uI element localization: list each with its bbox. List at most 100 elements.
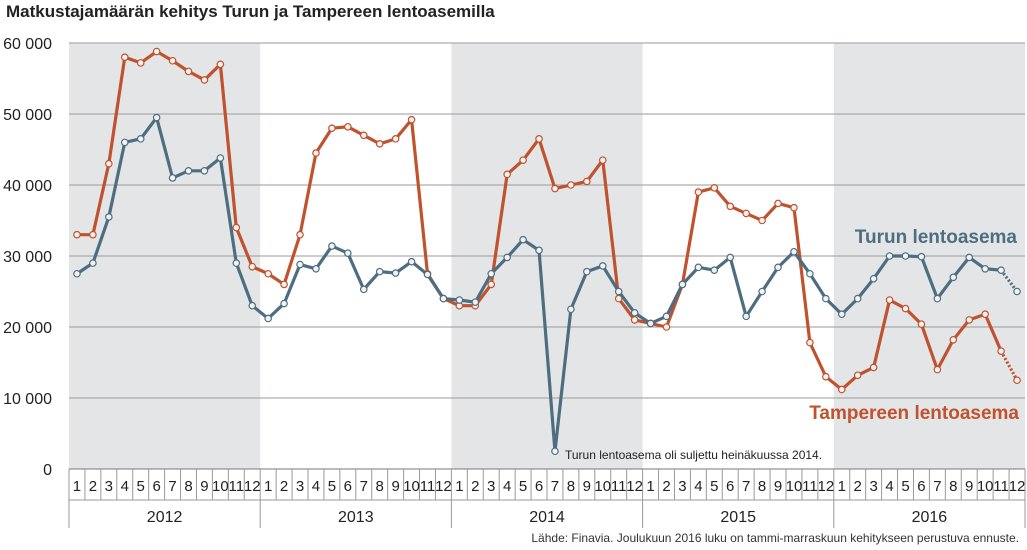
point-turku — [487, 269, 496, 278]
month-label: 8 — [567, 478, 575, 495]
point-tampere — [168, 56, 177, 65]
point-turku — [917, 252, 926, 261]
month-label: 8 — [184, 478, 192, 495]
point-turku — [790, 247, 798, 256]
month-label: 5 — [137, 478, 145, 495]
month-label: 8 — [758, 478, 766, 495]
month-label: 1 — [264, 478, 272, 495]
point-tampere — [136, 59, 145, 67]
point-turku — [328, 242, 336, 250]
month-label: 12 — [817, 478, 834, 495]
point-tampere — [822, 372, 830, 381]
point-tampere — [264, 269, 272, 278]
month-label: 5 — [901, 478, 909, 495]
point-turku — [296, 260, 304, 269]
point-turku — [822, 294, 830, 303]
point-tampere — [105, 159, 113, 168]
point-tampere — [853, 371, 862, 380]
point-turku — [184, 167, 193, 175]
month-label: 10 — [403, 478, 420, 495]
year-label-2012: 2012 — [147, 509, 183, 526]
point-turku — [551, 447, 559, 456]
point-turku — [981, 264, 989, 273]
month-label: 9 — [200, 478, 208, 495]
month-label: 7 — [168, 478, 176, 495]
point-tampere — [296, 230, 304, 239]
y-axis: 0 10 000 20 000 30 000 40 000 50 000 60 000 — [3, 36, 52, 479]
month-label: 11 — [993, 478, 1009, 495]
point-turku — [614, 287, 623, 296]
point-tampere — [662, 323, 671, 331]
point-turku — [471, 298, 480, 306]
point-turku — [200, 167, 209, 175]
point-tampere — [583, 177, 591, 186]
series-forecast-line-tampere — [999, 350, 1019, 382]
closure-annotation: Turun lentoasema oli suljettu heinäkuuss… — [565, 448, 822, 462]
month-label: 1 — [455, 478, 463, 495]
y-tick-label: 20 000 — [3, 320, 52, 337]
month-label: 5 — [710, 478, 718, 495]
year-label-2013: 2013 — [338, 509, 374, 526]
month-label: 7 — [360, 478, 368, 495]
point-turku — [73, 269, 81, 278]
point-tampere — [248, 262, 257, 271]
month-label: 3 — [487, 478, 495, 495]
point-tampere — [519, 156, 527, 164]
month-label: 3 — [296, 478, 304, 495]
point-turku — [535, 246, 543, 255]
point-tampere — [774, 199, 782, 208]
point-turku — [710, 266, 719, 275]
point-turku — [312, 264, 320, 273]
source-note: Lähde: Finavia. Joulukuun 2016 luku on t… — [531, 531, 1019, 545]
point-tampere — [152, 47, 161, 56]
month-label: 7 — [933, 478, 941, 495]
month-label: 5 — [328, 478, 336, 495]
month-label: 5 — [519, 478, 527, 495]
month-label: 2 — [854, 478, 862, 495]
point-turku — [375, 267, 384, 276]
month-label: 6 — [344, 478, 352, 495]
month-label: 12 — [1009, 478, 1026, 495]
month-label: 12 — [626, 478, 643, 495]
month-label: 9 — [965, 478, 973, 495]
x-axis: 1 2 3 4 5 6 7 8 9 10 11 12 1 2 3 4 5 6 7 8 9 10 11 12 1 2 3 4 5 6 7 8 9 1… — [68, 468, 1026, 528]
point-turku — [646, 319, 655, 328]
point-turku — [105, 213, 113, 221]
y-tick-label: 50 000 — [3, 107, 52, 124]
chart-title: Matkustajamäärän kehitys Turun ja Tamper… — [6, 2, 495, 21]
point-turku — [694, 263, 703, 272]
series-forecast-line-turku — [999, 269, 1019, 293]
point-turku — [519, 235, 527, 244]
point-turku — [742, 312, 750, 321]
month-label: 11 — [229, 478, 245, 495]
month-label: 3 — [678, 478, 686, 495]
point-turku — [423, 270, 432, 279]
point-tampere — [312, 149, 320, 157]
point-turku — [168, 174, 177, 182]
point-turku — [933, 294, 942, 303]
year-label-2016: 2016 — [912, 509, 948, 526]
month-label: 8 — [376, 478, 384, 495]
point-turku — [248, 301, 257, 310]
point-turku — [567, 305, 575, 314]
month-label: 1 — [838, 478, 846, 495]
point-tampere — [949, 335, 958, 344]
month-label: 9 — [583, 478, 591, 495]
point-tampere — [551, 184, 559, 193]
month-label: 6 — [152, 478, 160, 495]
point-tampere — [89, 230, 97, 239]
point-turku — [837, 310, 846, 319]
point-turku — [630, 308, 639, 317]
point-turku — [583, 267, 591, 276]
point-turku — [455, 296, 464, 304]
point-tampere — [503, 170, 511, 179]
month-label: 4 — [121, 478, 129, 495]
point-tampere — [391, 135, 400, 143]
month-label: 4 — [885, 478, 893, 495]
point-turku — [391, 269, 400, 277]
month-label: 2 — [662, 478, 670, 495]
y-tick-label: 60 000 — [3, 36, 52, 53]
month-label: 2 — [89, 478, 97, 495]
point-tampere — [344, 122, 352, 131]
